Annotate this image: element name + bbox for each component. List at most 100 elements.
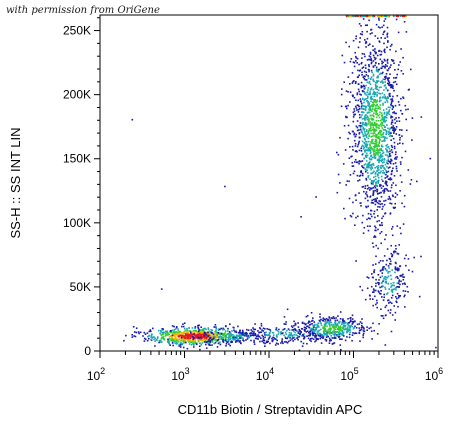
event-dot bbox=[343, 81, 345, 83]
event-dot bbox=[361, 71, 363, 74]
event-dot bbox=[363, 226, 366, 229]
event-dot bbox=[377, 154, 379, 156]
event-dot bbox=[335, 324, 338, 326]
event-dot bbox=[355, 37, 357, 40]
event-dot bbox=[294, 322, 297, 325]
event-dot bbox=[375, 244, 377, 247]
event-dot bbox=[215, 336, 217, 338]
event-dot bbox=[361, 86, 364, 88]
event-dot bbox=[361, 186, 364, 188]
event-dot bbox=[344, 339, 347, 342]
event-dot bbox=[360, 105, 363, 108]
event-dot bbox=[370, 187, 373, 190]
event-dot bbox=[268, 337, 271, 339]
event-dot bbox=[272, 336, 274, 339]
event-dot bbox=[397, 297, 400, 299]
event-dot bbox=[327, 320, 329, 323]
event-dot bbox=[387, 97, 390, 99]
event-dot bbox=[367, 132, 370, 135]
event-dot bbox=[149, 329, 152, 331]
event-dot bbox=[374, 153, 377, 156]
event-dot bbox=[207, 332, 209, 335]
event-dot bbox=[405, 254, 407, 257]
event-dot bbox=[390, 132, 392, 134]
event-dot bbox=[369, 298, 371, 300]
event-dot bbox=[392, 129, 395, 132]
event-dot bbox=[361, 114, 363, 116]
event-dot bbox=[364, 55, 366, 58]
event-dot bbox=[339, 332, 342, 335]
event-dot bbox=[298, 349, 301, 352]
event-dot bbox=[187, 336, 189, 339]
event-dot bbox=[370, 69, 373, 72]
event-dot bbox=[320, 328, 322, 331]
event-dot bbox=[325, 317, 328, 320]
event-dot bbox=[366, 59, 369, 61]
event-dot bbox=[388, 178, 391, 180]
event-dot bbox=[199, 342, 201, 344]
event-dot bbox=[381, 269, 384, 271]
event-dot bbox=[356, 161, 359, 164]
event-dot bbox=[332, 330, 335, 332]
event-dot bbox=[175, 331, 178, 333]
event-dot bbox=[345, 184, 347, 186]
event-dot bbox=[383, 158, 386, 160]
event-dot bbox=[385, 116, 388, 119]
event-dot bbox=[227, 333, 229, 335]
event-dot bbox=[387, 89, 389, 92]
event-dot bbox=[362, 84, 365, 87]
event-dot bbox=[360, 205, 362, 207]
event-dot bbox=[390, 330, 393, 333]
event-dot bbox=[309, 333, 311, 336]
event-dot bbox=[380, 184, 382, 187]
y-axis-label: SS-H :: SS INT LIN bbox=[8, 127, 23, 238]
event-dot bbox=[381, 158, 384, 160]
event-dot bbox=[369, 59, 371, 61]
event-dot bbox=[387, 190, 390, 192]
event-dot bbox=[382, 71, 384, 74]
event-dot bbox=[164, 332, 167, 334]
event-dot bbox=[398, 116, 400, 119]
event-dot bbox=[354, 135, 357, 138]
event-dot bbox=[383, 188, 386, 191]
event-dot bbox=[389, 301, 391, 303]
event-dot bbox=[374, 99, 376, 101]
event-dot bbox=[390, 144, 393, 147]
event-dot bbox=[388, 135, 391, 138]
event-dot bbox=[293, 334, 296, 336]
event-dot bbox=[374, 167, 376, 169]
event-dot bbox=[387, 127, 389, 130]
event-dot bbox=[262, 330, 265, 332]
event-dot bbox=[349, 326, 351, 329]
event-dot bbox=[229, 336, 231, 338]
event-dot bbox=[183, 331, 186, 334]
event-dot bbox=[222, 336, 224, 338]
event-dot bbox=[245, 339, 247, 341]
event-dot bbox=[175, 337, 177, 340]
event-dot bbox=[322, 320, 325, 322]
event-dot bbox=[229, 337, 232, 340]
event-dot bbox=[396, 225, 399, 227]
event-dot bbox=[378, 136, 380, 138]
event-dot bbox=[387, 112, 389, 115]
event-dot bbox=[380, 115, 383, 117]
event-dot bbox=[354, 143, 357, 145]
event-dot bbox=[281, 332, 283, 335]
event-dot bbox=[404, 283, 406, 285]
event-dot bbox=[365, 15, 368, 18]
event-dot bbox=[296, 335, 299, 337]
event-dot bbox=[385, 234, 387, 236]
event-dot bbox=[309, 323, 312, 326]
event-dot bbox=[377, 89, 380, 91]
event-dot bbox=[374, 109, 376, 112]
event-dot bbox=[379, 99, 381, 101]
event-dot bbox=[309, 334, 311, 337]
event-dot bbox=[393, 288, 396, 290]
event-dot bbox=[182, 340, 185, 342]
event-dot bbox=[215, 332, 218, 335]
event-dot bbox=[125, 334, 127, 337]
event-dot bbox=[387, 106, 390, 108]
event-dot bbox=[252, 334, 254, 336]
event-dot bbox=[211, 341, 214, 343]
event-dot bbox=[385, 119, 387, 122]
